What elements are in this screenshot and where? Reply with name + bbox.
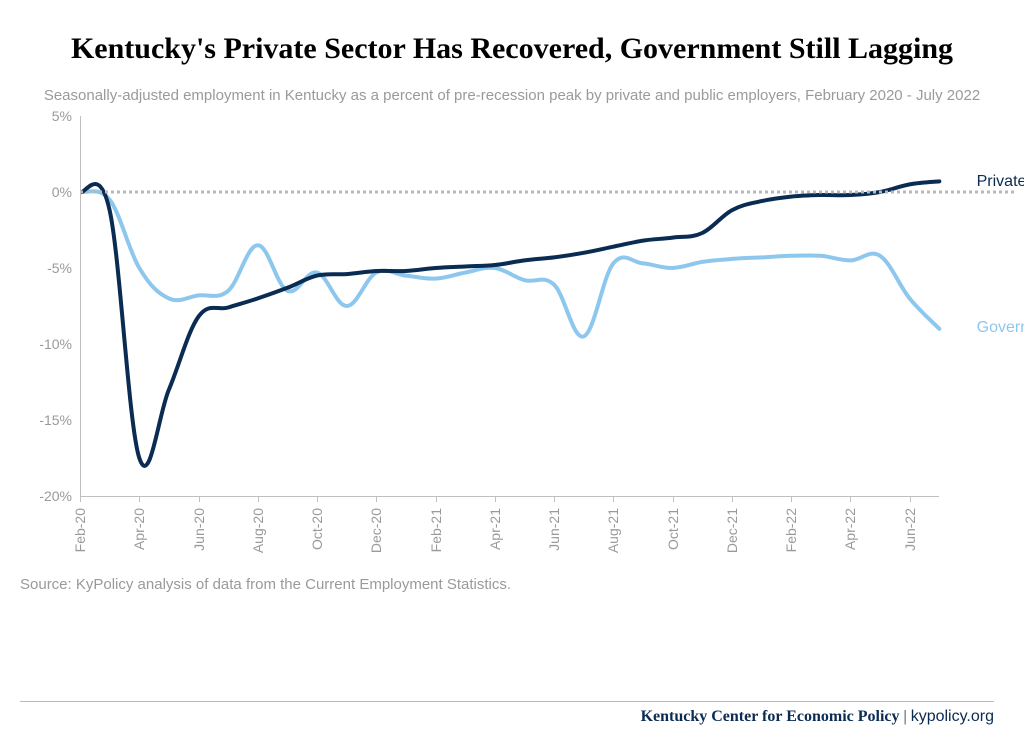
y-tick-label: 0% [52, 184, 72, 200]
x-tick-label: Feb-21 [428, 508, 444, 552]
x-tick-label: Dec-20 [368, 508, 384, 553]
x-axis-line [80, 496, 939, 497]
x-tick-mark [436, 496, 437, 502]
y-tick-label: -10% [39, 336, 72, 352]
x-tick-mark [850, 496, 851, 502]
x-tick-mark [613, 496, 614, 502]
series-label-government: Government [977, 319, 1024, 337]
x-tick-mark [791, 496, 792, 502]
y-tick-label: -5% [47, 260, 72, 276]
footer-org: Kentucky Center for Economic Policy [641, 708, 900, 725]
zero-reference-line [80, 190, 1014, 193]
x-tick-mark [554, 496, 555, 502]
x-tick-mark [910, 496, 911, 502]
x-tick-label: Oct-21 [665, 508, 681, 550]
x-tick-mark [199, 496, 200, 502]
x-tick-label: Aug-20 [250, 508, 266, 553]
x-tick-mark [376, 496, 377, 502]
source-note: Source: KyPolicy analysis of data from t… [20, 576, 1004, 593]
chart-subtitle: Seasonally-adjusted employment in Kentuc… [20, 86, 1004, 106]
y-axis: 5%0%-5%-10%-15%-20% [30, 116, 80, 496]
chart-title: Kentucky's Private Sector Has Recovered,… [20, 30, 1004, 68]
x-tick-label: Feb-20 [72, 508, 88, 552]
footer: Kentucky Center for Economic Policy | ky… [20, 701, 994, 726]
x-tick-label: Apr-20 [131, 508, 147, 550]
series-line-private [80, 181, 939, 466]
y-tick-label: -15% [39, 412, 72, 428]
x-tick-label: Feb-22 [783, 508, 799, 552]
x-tick-mark [317, 496, 318, 502]
x-tick-mark [732, 496, 733, 502]
x-tick-mark [495, 496, 496, 502]
chart-container: Kentucky's Private Sector Has Recovered,… [0, 0, 1024, 744]
y-tick-label: -20% [39, 488, 72, 504]
plot-area: 5%0%-5%-10%-15%-20% Feb-20Apr-20Jun-20Au… [80, 116, 1014, 496]
x-tick-label: Oct-20 [309, 508, 325, 550]
series-label-private: Private [977, 173, 1024, 191]
x-tick-label: Apr-21 [487, 508, 503, 550]
x-tick-label: Jun-21 [546, 508, 562, 551]
x-tick-label: Jun-20 [191, 508, 207, 551]
x-tick-label: Aug-21 [605, 508, 621, 553]
y-tick-label: 5% [52, 108, 72, 124]
x-tick-label: Dec-21 [724, 508, 740, 553]
x-tick-mark [80, 496, 81, 502]
x-tick-mark [673, 496, 674, 502]
footer-site: kypolicy.org [911, 708, 994, 725]
x-tick-mark [258, 496, 259, 502]
y-axis-line [80, 116, 81, 496]
x-tick-label: Jun-22 [902, 508, 918, 551]
x-tick-mark [139, 496, 140, 502]
line-chart-svg [80, 116, 1014, 496]
x-tick-label: Apr-22 [842, 508, 858, 550]
